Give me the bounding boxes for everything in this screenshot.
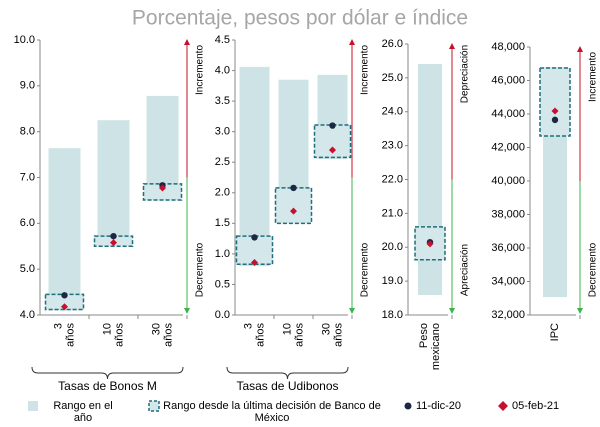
y-tick-label: 25.0	[382, 72, 403, 84]
point-dic	[251, 234, 258, 241]
y-tick-label: 34,000	[491, 275, 525, 287]
point-feb	[329, 146, 336, 154]
y-tick-label: 23.0	[382, 140, 403, 152]
point-dic	[61, 292, 68, 299]
y-tick-label: 18.0	[382, 309, 403, 321]
legend-label: 11-dic-20	[416, 400, 462, 412]
y-tick-label: 1.0	[215, 248, 230, 260]
annotation: Apreciación	[460, 244, 471, 296]
annotation: Decremento	[360, 242, 371, 297]
y-tick-label: 44,000	[491, 108, 525, 120]
decision-range-box	[539, 67, 571, 137]
point-feb	[251, 258, 258, 266]
point-feb	[159, 184, 166, 192]
annotation: Incremento	[360, 45, 371, 95]
y-tick-label: 24.0	[382, 106, 403, 118]
point-dic	[110, 232, 117, 240]
x-tick-label: IPC	[549, 323, 561, 341]
range-bar	[97, 120, 130, 247]
y-tick-label: 22.0	[382, 173, 403, 185]
point-dic	[329, 122, 336, 129]
y-tick-label: 2.5	[215, 156, 230, 168]
annotation: Decremento	[195, 242, 206, 297]
y-tick-label: 48,000	[491, 41, 525, 53]
annotation: Incremento	[195, 45, 206, 95]
legend-label: Rango desde la última decisión de Banco …	[163, 400, 381, 424]
y-tick-label: 36,000	[491, 242, 525, 254]
point-dic	[551, 116, 559, 124]
range-bar	[48, 148, 81, 311]
legend-label: Rango en el año	[53, 400, 113, 424]
x-tick-label: 3años	[242, 323, 266, 347]
y-tick-label: 2.0	[215, 187, 230, 199]
legend-item: 05-feb-21	[498, 400, 559, 412]
y-tick-label: 9.0	[20, 80, 35, 92]
range-bar	[239, 66, 270, 267]
y-tick-label: 1.5	[215, 217, 230, 229]
y-tick-label: 19.0	[382, 275, 403, 287]
y-tick-label: 8.0	[20, 126, 35, 138]
y-tick-label: 38,000	[491, 208, 525, 220]
y-tick-label: 3.5	[215, 95, 230, 107]
annotation: Depreciación	[460, 45, 471, 103]
y-tick-label: 4.0	[215, 64, 230, 76]
group-brace	[226, 366, 349, 380]
x-tick-label: 3años	[52, 323, 76, 347]
y-tick-label: 32,000	[491, 309, 525, 321]
legend-label: 05-feb-21	[512, 400, 560, 412]
y-tick-label: 4.0	[20, 309, 35, 321]
x-tick-label: 10años	[281, 323, 305, 347]
y-tick-label: 20.0	[382, 241, 403, 253]
y-tick-label: 40,000	[491, 175, 525, 187]
annotation: Decremento	[588, 242, 599, 297]
y-tick-label: 46,000	[491, 74, 525, 86]
point-feb	[61, 303, 68, 311]
legend-item: Rango en el año	[22, 400, 132, 424]
legend-swatch	[498, 401, 508, 411]
y-tick-label: 26.0	[382, 38, 403, 50]
chart-title: Porcentaje, pesos por dólar e índice	[132, 7, 468, 30]
decision-range-box	[274, 187, 313, 225]
y-tick-label: 4.5	[215, 34, 230, 46]
point-feb	[110, 239, 117, 247]
group-brace	[31, 366, 184, 380]
y-tick-label: 42,000	[491, 141, 525, 153]
x-tick-label: 10años	[101, 323, 125, 347]
legend-item: Rango desde la última decisión de Banco …	[148, 400, 381, 424]
point-feb	[551, 107, 559, 115]
x-axis-title: Tasas de Udibonos	[236, 379, 338, 393]
y-tick-label: 0.0	[215, 309, 230, 321]
x-tick-label: Pesomexicano	[418, 323, 442, 370]
legend-swatch	[148, 400, 160, 412]
x-tick-label: 30años	[320, 323, 344, 347]
legend-item: 11-dic-20	[404, 400, 461, 412]
y-tick-label: 5.0	[20, 263, 35, 275]
y-tick-label: 21.0	[382, 207, 403, 219]
x-tick-label: 30años	[150, 323, 174, 347]
point-feb	[290, 207, 297, 215]
x-axis-title: Tasas de Bonos M	[58, 379, 157, 393]
annotation: Incremento	[588, 52, 599, 102]
y-tick-label: 10.0	[14, 34, 35, 46]
y-tick-label: 7.0	[20, 171, 35, 183]
y-tick-label: 3.0	[215, 126, 230, 138]
legend-swatch	[404, 402, 412, 410]
y-tick-label: 6.0	[20, 217, 35, 229]
y-tick-label: 0.5	[215, 278, 230, 290]
point-feb	[426, 240, 434, 248]
legend-swatch	[28, 401, 38, 411]
point-dic	[290, 184, 297, 192]
